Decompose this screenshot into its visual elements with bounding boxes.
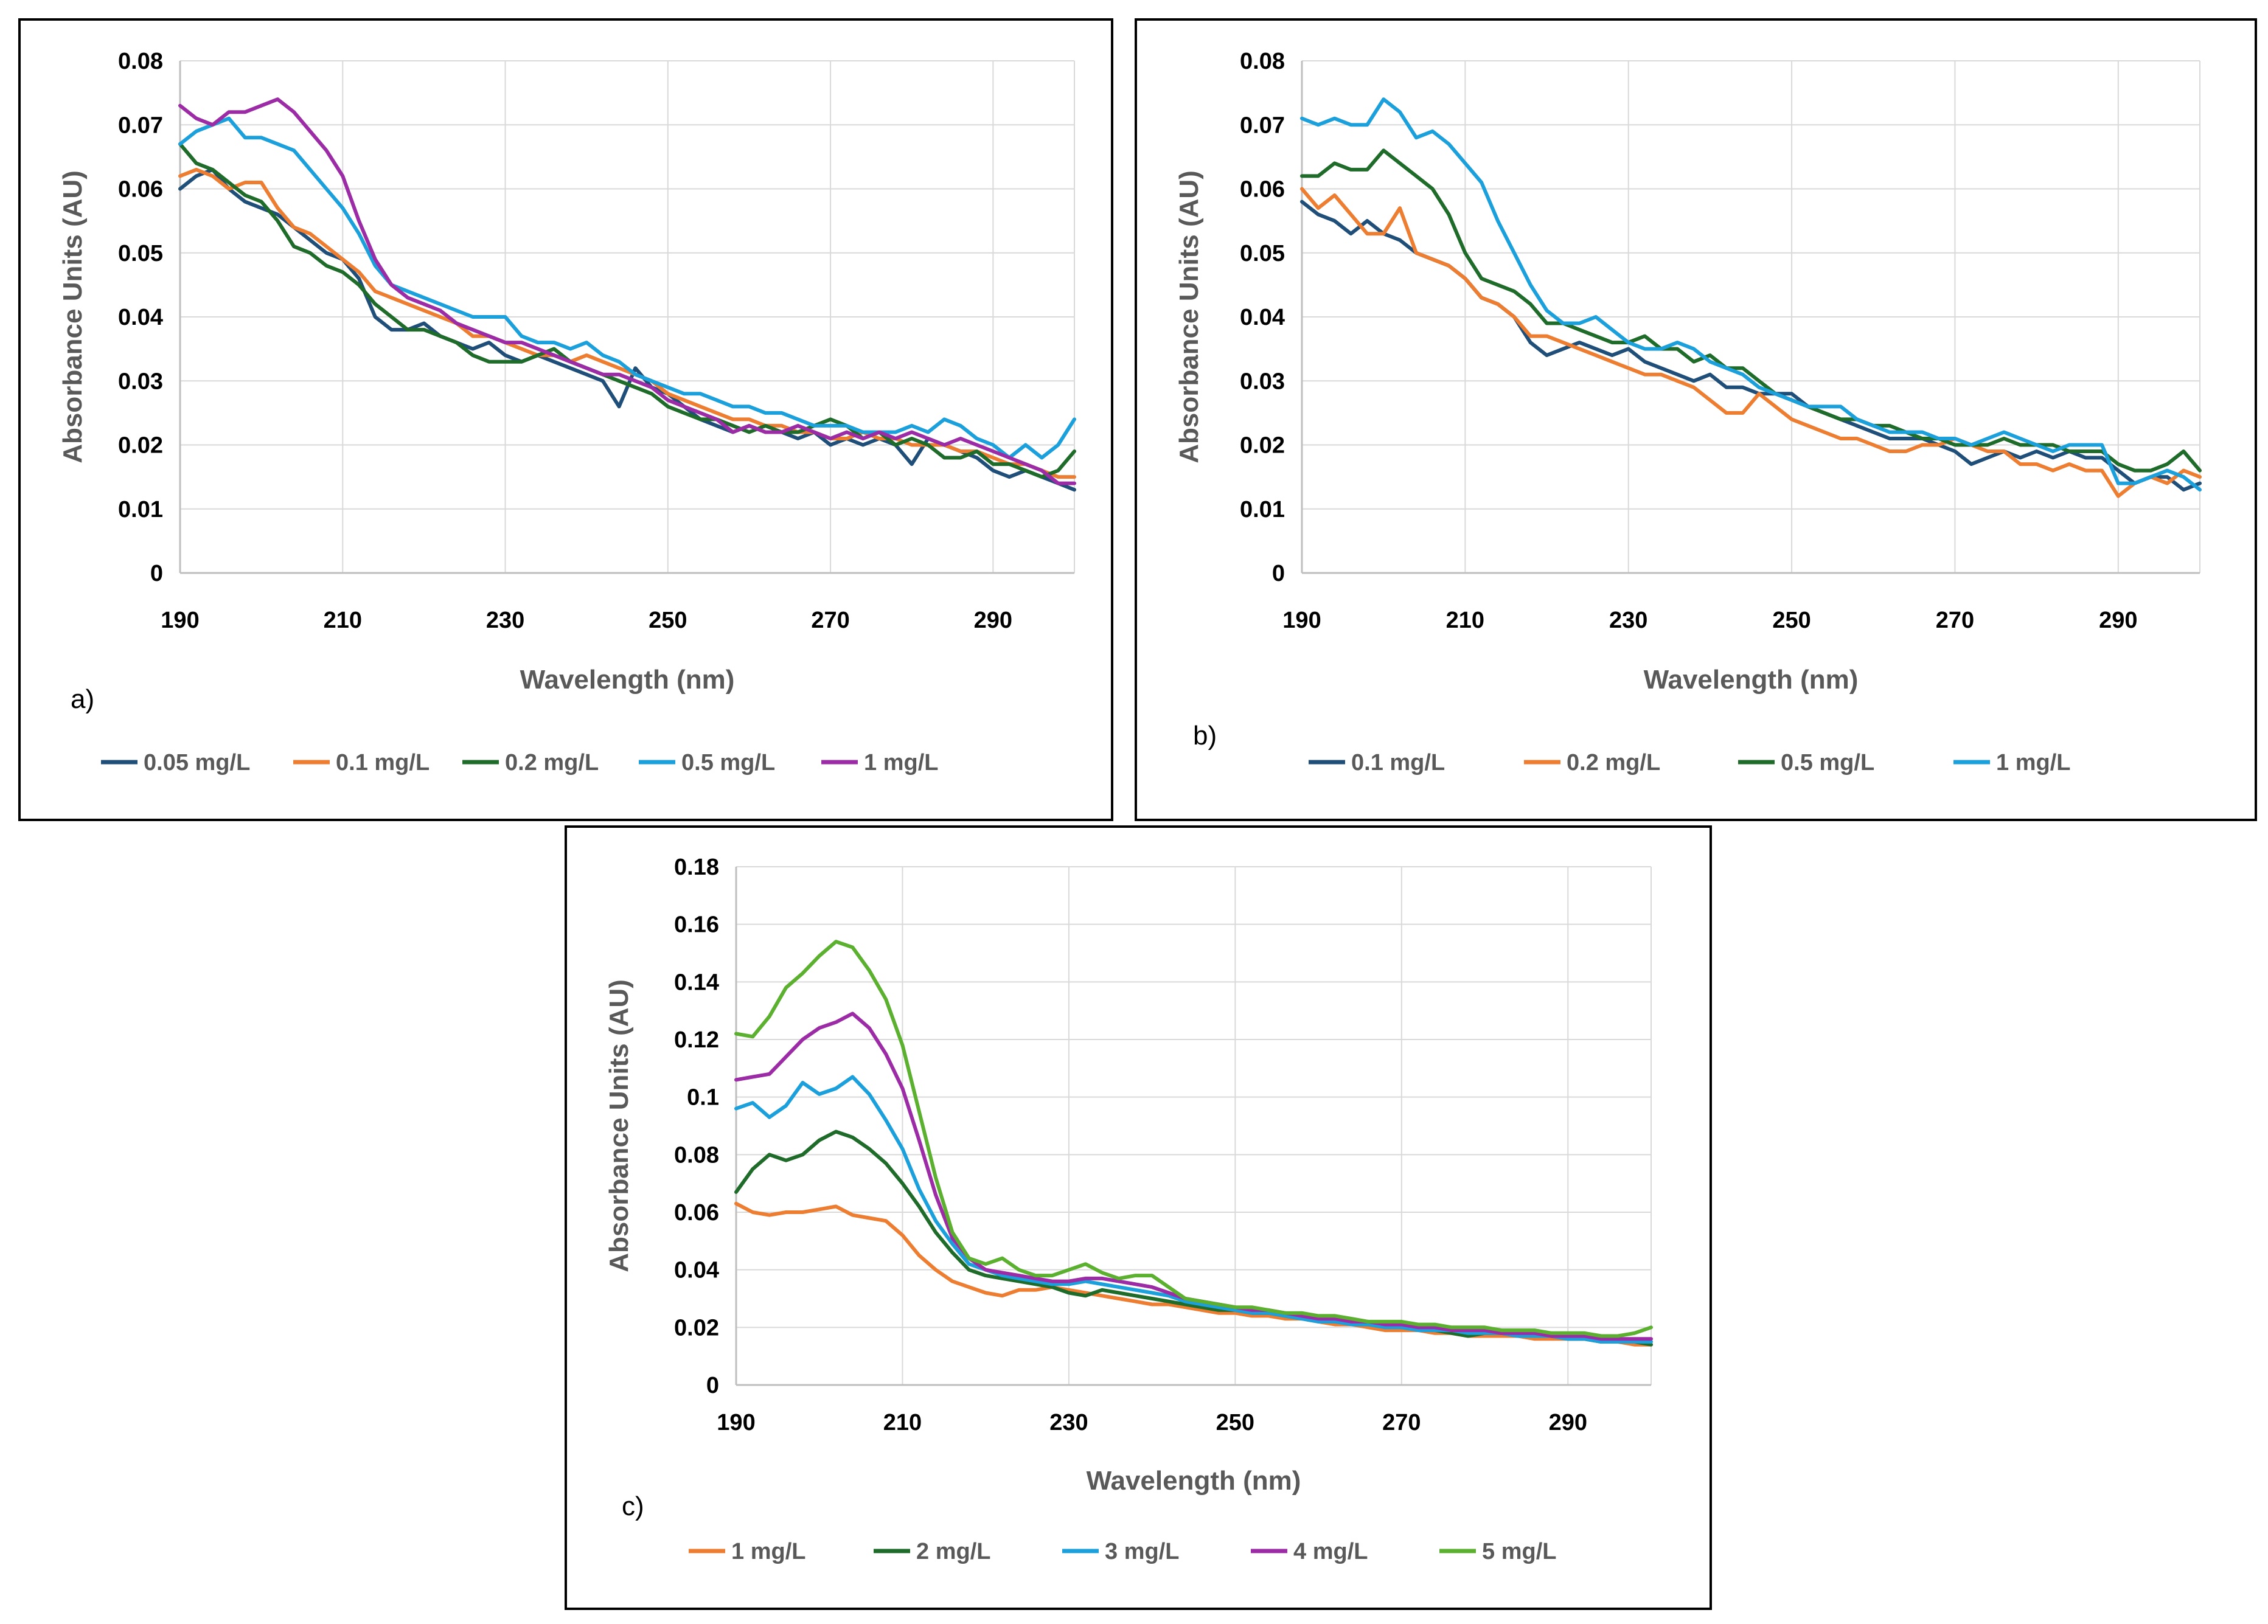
x-axis-title: Wavelength (nm) bbox=[1087, 1466, 1301, 1496]
x-tick-label: 290 bbox=[974, 608, 1012, 633]
legend-label: 0.1 mg/L bbox=[1351, 750, 1445, 776]
x-tick-label: 190 bbox=[717, 1410, 755, 1435]
x-axis-title: Wavelength (nm) bbox=[520, 665, 735, 695]
series-line-4 bbox=[1300, 97, 2202, 492]
y-tick-label: 0.03 bbox=[1240, 369, 1285, 394]
x-tick-label: 230 bbox=[1609, 608, 1647, 633]
y-tick-label: 0.06 bbox=[1240, 177, 1285, 203]
series-line-2 bbox=[178, 167, 1076, 479]
legend-label: 4 mg/L bbox=[1293, 1539, 1368, 1564]
panel-label: b) bbox=[1193, 721, 1217, 751]
y-tick-label: 0.05 bbox=[1240, 241, 1285, 266]
x-tick-label: 270 bbox=[811, 608, 849, 633]
y-tick-label: 0.08 bbox=[118, 49, 163, 74]
legend-label: 0.2 mg/L bbox=[505, 750, 599, 776]
y-tick-label: 0 bbox=[1272, 561, 1285, 586]
series-line-2 bbox=[1300, 187, 2202, 498]
x-tick-label: 230 bbox=[486, 608, 524, 633]
chart-panel-b: 0 0.01 0.02 0.03 0.04 0.05 0.06 0.07 0.08 190 210 2… bbox=[1135, 18, 2257, 821]
series-line-5 bbox=[178, 97, 1076, 485]
x-tick-label: 290 bbox=[2099, 608, 2137, 633]
x-tick-label: 250 bbox=[1216, 1410, 1254, 1435]
x-tick-label: 230 bbox=[1049, 1410, 1088, 1435]
y-tick-label: 0.06 bbox=[118, 177, 163, 203]
y-axis-title: Absorbance Units (AU) bbox=[604, 979, 634, 1272]
y-tick-label: 0.07 bbox=[1240, 113, 1285, 138]
x-tick-label: 190 bbox=[1282, 608, 1321, 633]
x-tick-label: 210 bbox=[1446, 608, 1484, 633]
legend-label: 1 mg/L bbox=[1996, 750, 2070, 776]
y-tick-label: 0.18 bbox=[674, 855, 719, 880]
series-line-3 bbox=[178, 142, 1076, 479]
x-tick-label: 270 bbox=[1936, 608, 1974, 633]
chart-b-svg: 0 0.01 0.02 0.03 0.04 0.05 0.06 0.07 0.08 190 210 2… bbox=[1174, 49, 2202, 776]
chart-panel-a: 0 0.01 0.02 0.03 0.04 0.05 0.06 0.07 0.08 190 210 2… bbox=[18, 18, 1113, 821]
y-tick-label: 0.08 bbox=[674, 1142, 719, 1168]
y-tick-label: 0 bbox=[150, 561, 163, 586]
x-tick-label: 290 bbox=[1549, 1410, 1587, 1435]
series-line-3 bbox=[734, 1075, 1653, 1344]
y-tick-label: 0.08 bbox=[1240, 49, 1285, 74]
chart-panel-c: 0 0.02 0.04 0.06 0.08 0.1 0.12 0.14 0.16 0.18 190 2… bbox=[565, 825, 1712, 1610]
legend-label: 1 mg/L bbox=[731, 1539, 805, 1564]
y-tick-label: 0.01 bbox=[1240, 497, 1285, 522]
panel-label: a) bbox=[71, 684, 94, 714]
y-tick-label: 0 bbox=[706, 1373, 719, 1398]
legend-label: 0.5 mg/L bbox=[1781, 750, 1874, 776]
x-tick-label: 250 bbox=[1772, 608, 1811, 633]
y-tick-label: 0.14 bbox=[674, 970, 719, 995]
y-tick-label: 0.06 bbox=[674, 1200, 719, 1226]
series-line-1 bbox=[734, 1201, 1653, 1347]
legend-label: 5 mg/L bbox=[1482, 1539, 1556, 1564]
legend-label: 3 mg/L bbox=[1105, 1539, 1179, 1564]
y-tick-label: 0.04 bbox=[118, 305, 163, 330]
legend-label: 0.05 mg/L bbox=[144, 750, 250, 776]
chart-c-svg: 0 0.02 0.04 0.06 0.08 0.1 0.12 0.14 0.16 0.18 190 2… bbox=[604, 855, 1653, 1564]
legend-label: 0.1 mg/L bbox=[336, 750, 430, 776]
y-tick-label: 0.02 bbox=[1240, 433, 1285, 459]
y-tick-label: 0.12 bbox=[674, 1027, 719, 1053]
y-tick-label: 0.1 bbox=[687, 1085, 719, 1111]
y-tick-label: 0.07 bbox=[118, 113, 163, 138]
series-line-2 bbox=[734, 1130, 1653, 1347]
panel-label: c) bbox=[622, 1491, 644, 1521]
y-tick-label: 0.01 bbox=[118, 497, 163, 522]
x-tick-label: 270 bbox=[1382, 1410, 1421, 1435]
y-tick-label: 0.16 bbox=[674, 912, 719, 938]
series-line-4 bbox=[178, 116, 1076, 460]
y-tick-label: 0.04 bbox=[674, 1258, 719, 1283]
series-line-4 bbox=[734, 1012, 1653, 1341]
y-tick-label: 0.02 bbox=[118, 433, 163, 459]
x-axis-title: Wavelength (nm) bbox=[1644, 665, 1859, 695]
y-tick-label: 0.03 bbox=[118, 369, 163, 394]
x-tick-label: 210 bbox=[324, 608, 362, 633]
y-axis-title: Absorbance Units (AU) bbox=[1174, 170, 1204, 463]
legend-label: 1 mg/L bbox=[864, 750, 938, 776]
series-line-3 bbox=[1300, 148, 2202, 473]
legend-label: 0.5 mg/L bbox=[681, 750, 775, 776]
x-tick-label: 250 bbox=[649, 608, 687, 633]
series-line-5 bbox=[734, 940, 1653, 1338]
legend-label: 2 mg/L bbox=[916, 1539, 990, 1564]
y-tick-label: 0.05 bbox=[118, 241, 163, 266]
y-tick-label: 0.04 bbox=[1240, 305, 1285, 330]
chart-a-svg: 0 0.01 0.02 0.03 0.04 0.05 0.06 0.07 0.08 190 210 2… bbox=[58, 49, 1076, 776]
legend-label: 0.2 mg/L bbox=[1567, 750, 1660, 776]
x-tick-label: 210 bbox=[883, 1410, 922, 1435]
y-tick-label: 0.02 bbox=[674, 1315, 719, 1341]
y-axis-title: Absorbance Units (AU) bbox=[58, 170, 88, 463]
x-tick-label: 190 bbox=[161, 608, 199, 633]
